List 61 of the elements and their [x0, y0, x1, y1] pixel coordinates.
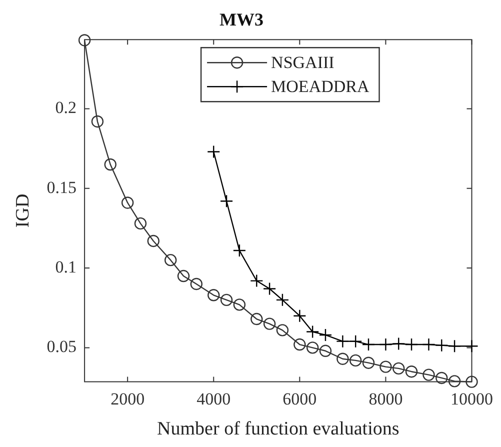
point [404, 338, 418, 352]
legend-label: NSGAIII [271, 53, 335, 72]
point [392, 337, 406, 350]
point [405, 366, 418, 378]
x-tick-label: 10000 [450, 389, 493, 408]
point [448, 340, 462, 353]
point [190, 278, 203, 290]
point [220, 194, 234, 208]
point [362, 356, 375, 369]
point [164, 254, 177, 266]
y-tick-label: 0.15 [46, 178, 77, 197]
point [392, 362, 405, 375]
point [465, 340, 478, 353]
y-axis-title: IGD [12, 194, 34, 228]
point [276, 293, 290, 307]
point [276, 324, 289, 336]
point [104, 158, 116, 171]
point [147, 234, 160, 248]
y-tick-label: 0.05 [46, 337, 77, 356]
point [336, 352, 349, 365]
point [319, 344, 332, 357]
point [422, 368, 435, 381]
point [380, 360, 392, 373]
x-tick-label: 4000 [196, 389, 231, 408]
point [422, 338, 436, 352]
y-tick-label: 0.1 [55, 258, 77, 277]
point [379, 338, 392, 352]
point [448, 375, 461, 388]
point [466, 376, 478, 388]
point [306, 325, 320, 338]
point [436, 372, 448, 384]
point [294, 338, 306, 351]
point [250, 312, 263, 326]
point [262, 282, 276, 296]
point [91, 115, 104, 128]
legend-label: MOEADDRA [271, 77, 370, 96]
point [362, 338, 376, 352]
x-tick-label: 6000 [282, 389, 317, 408]
point [318, 328, 332, 342]
x-tick-label: 8000 [368, 389, 403, 408]
point [220, 294, 233, 306]
point [121, 196, 134, 209]
chart-title: MW3 [220, 9, 264, 30]
point [306, 342, 319, 354]
point [349, 354, 362, 367]
point [250, 274, 264, 288]
point [435, 338, 448, 352]
point [208, 289, 220, 302]
y-tick-label: 0.2 [55, 98, 77, 118]
x-tick-label: 2000 [110, 389, 145, 408]
point [177, 270, 190, 282]
point [134, 217, 147, 230]
point [336, 334, 350, 348]
point [207, 145, 220, 158]
point [263, 318, 276, 330]
point [348, 334, 362, 348]
point [293, 309, 306, 322]
point [78, 34, 91, 46]
x-axis-title: Number of function evaluations [157, 418, 400, 440]
point [233, 298, 246, 311]
point [232, 244, 246, 258]
